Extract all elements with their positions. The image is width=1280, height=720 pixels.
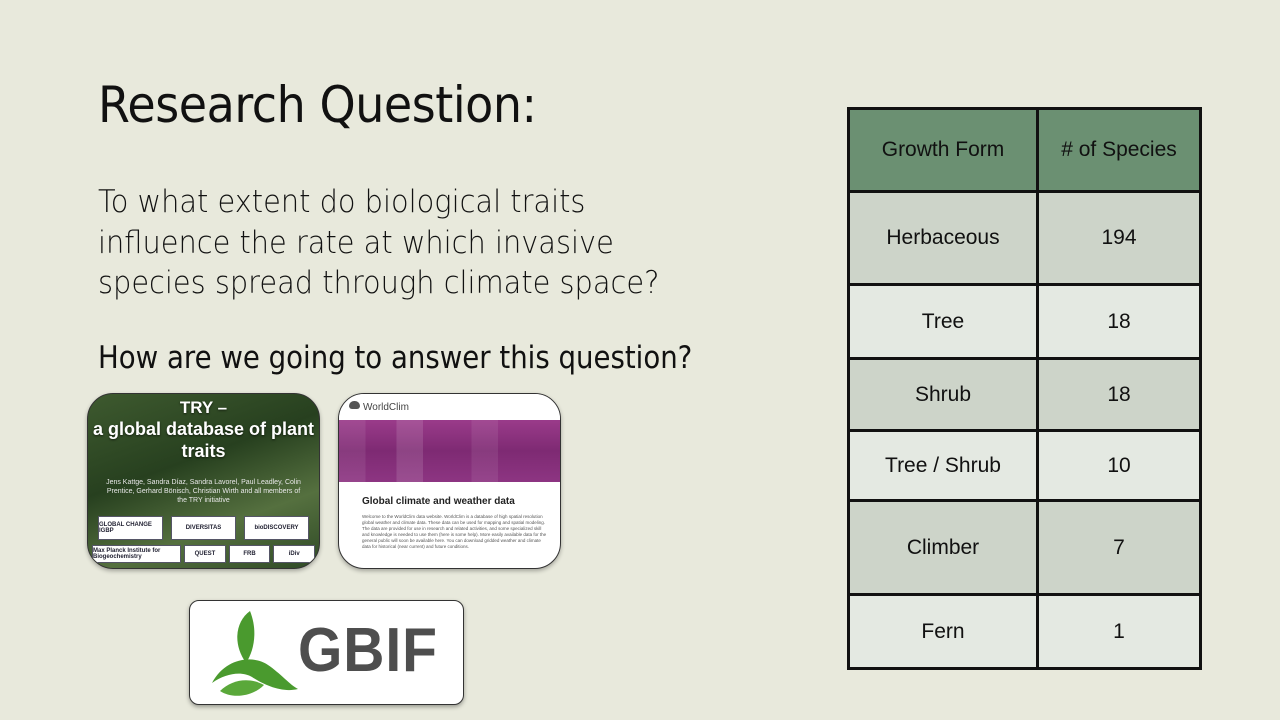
header-growth-form: Growth Form: [847, 107, 1039, 193]
worldclim-image: WorldClim Global climate and weather dat…: [338, 393, 561, 569]
try-title-line2: a global database of plant traits: [92, 419, 315, 461]
species-count-cell: 7: [1036, 499, 1202, 596]
worldclim-header: WorldClim: [339, 394, 560, 421]
species-count-cell: 18: [1036, 357, 1202, 432]
growth-form-cell: Tree: [847, 283, 1039, 360]
growth-form-cell: Tree / Shrub: [847, 429, 1039, 502]
table-row: Fern 1: [847, 593, 1202, 670]
growth-form-cell: Herbaceous: [847, 190, 1039, 286]
table-row: Climber 7: [847, 499, 1202, 596]
species-count-cell: 194: [1036, 190, 1202, 286]
table-row: Tree / Shrub 10: [847, 429, 1202, 502]
worldclim-heading: Global climate and weather data: [362, 496, 515, 507]
table-header-row: Growth Form # of Species: [847, 107, 1202, 193]
partner-logo: bioDISCOVERY: [244, 516, 309, 540]
partner-logo: DIVERSITAS: [171, 516, 236, 540]
partner-logo: Max Planck Institute for Biogeochemistry: [92, 545, 182, 563]
worldclim-body: Welcome to the WorldClim data website. W…: [362, 514, 547, 549]
worldclim-banner: [339, 420, 560, 482]
species-count-cell: 18: [1036, 283, 1202, 360]
partner-logo: iDiv: [273, 545, 315, 563]
table-row: Shrub 18: [847, 357, 1202, 432]
how-heading: How are we going to answer this question…: [98, 340, 693, 376]
slide-title: Research Question:: [98, 76, 537, 134]
growth-form-table: Growth Form # of Species Herbaceous 194 …: [847, 107, 1202, 670]
table-row: Herbaceous 194: [847, 190, 1202, 286]
species-count-cell: 10: [1036, 429, 1202, 502]
partner-logo: QUEST: [184, 545, 226, 563]
try-authors: Jens Kattge, Sandra Díaz, Sandra Lavorel…: [106, 479, 301, 504]
partner-logo: GLOBAL CHANGE IGBP: [98, 516, 163, 540]
partner-logo: FRB: [228, 545, 271, 563]
table-row: Tree 18: [847, 283, 1202, 360]
growth-form-cell: Climber: [847, 499, 1039, 596]
try-title-line1: TRY –: [179, 398, 228, 417]
try-database-image: TRY – a global database of plant traits …: [87, 393, 320, 569]
growth-form-cell: Shrub: [847, 357, 1039, 432]
research-question-text: To what extent do biological traits infl…: [98, 184, 660, 301]
gbif-wordmark: GBIF: [298, 616, 438, 685]
header-species-count: # of Species: [1036, 107, 1202, 193]
species-count-cell: 1: [1036, 593, 1202, 670]
try-logo-row: GLOBAL CHANGE IGBP DIVERSITAS bioDISCOVE…: [98, 516, 309, 540]
gbif-logo: GBIF: [189, 600, 464, 705]
worldclim-brand: WorldClim: [363, 402, 409, 413]
try-logo-row-2: Max Planck Institute for Biogeochemistry…: [92, 545, 315, 563]
cloud-icon: [349, 401, 360, 409]
growth-form-cell: Fern: [847, 593, 1039, 670]
gbif-leaf-icon: [212, 611, 298, 696]
